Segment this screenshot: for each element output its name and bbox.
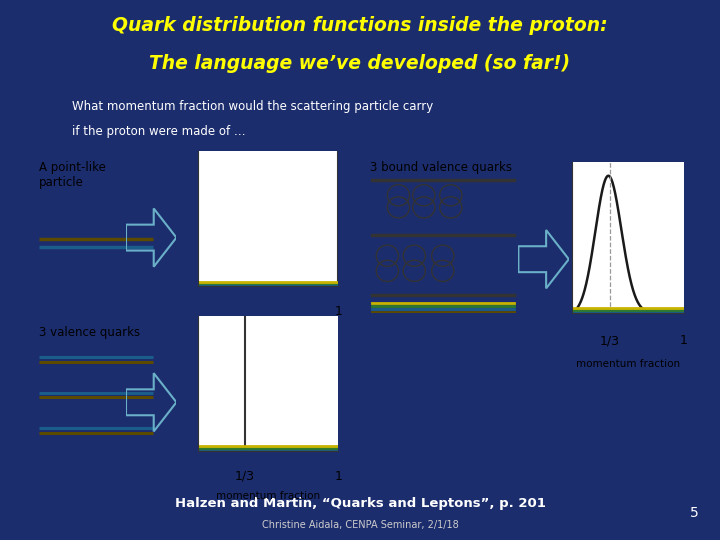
Text: momentum fraction: momentum fraction xyxy=(216,327,320,337)
Text: Christine Aidala, CENPA Seminar, 2/1/18: Christine Aidala, CENPA Seminar, 2/1/18 xyxy=(261,520,459,530)
Text: 5: 5 xyxy=(690,506,698,520)
Text: Halzen and Martin, “Quarks and Leptons”, p. 201: Halzen and Martin, “Quarks and Leptons”,… xyxy=(174,497,546,510)
Text: 1: 1 xyxy=(335,305,342,318)
Text: 1/3: 1/3 xyxy=(235,470,255,483)
Text: Quark distribution functions inside the proton:: Quark distribution functions inside the … xyxy=(112,16,608,35)
Text: if the proton were made of …: if the proton were made of … xyxy=(72,125,246,138)
Text: A point-like
particle: A point-like particle xyxy=(39,161,106,189)
Text: 1: 1 xyxy=(335,470,342,483)
Text: momentum fraction: momentum fraction xyxy=(216,491,320,502)
Text: momentum fraction: momentum fraction xyxy=(576,359,680,369)
Text: 3 bound valence quarks: 3 bound valence quarks xyxy=(370,161,512,174)
Text: What momentum fraction would the scattering particle carry: What momentum fraction would the scatter… xyxy=(72,100,433,113)
Text: 1: 1 xyxy=(680,334,688,347)
Text: 1/3: 1/3 xyxy=(600,334,620,347)
Text: The language we’ve developed (so far!): The language we’ve developed (so far!) xyxy=(150,53,570,73)
Text: 3 valence quarks: 3 valence quarks xyxy=(39,326,140,339)
